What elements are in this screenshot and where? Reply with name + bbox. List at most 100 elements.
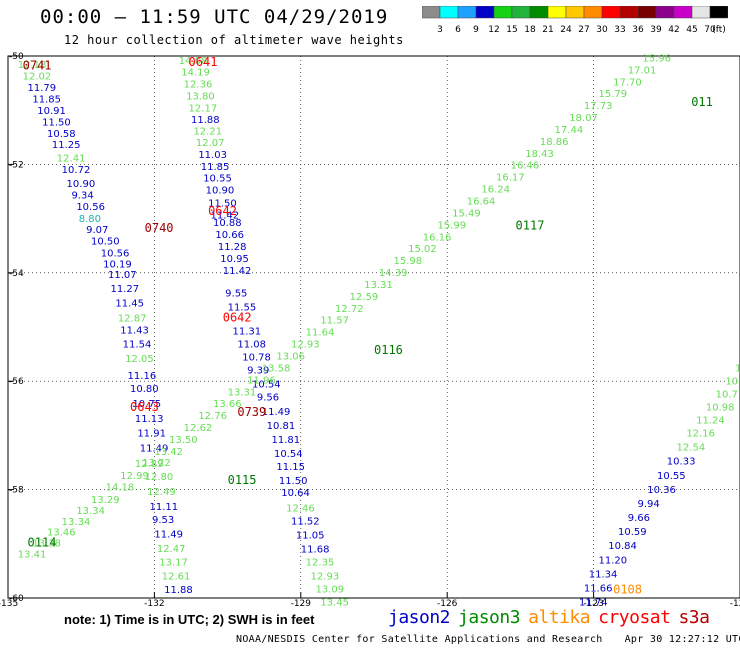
color-scale-label: 27: [578, 25, 589, 35]
wave-height-label: 12.17: [189, 103, 218, 114]
wave-height-label: 10.50: [91, 237, 120, 248]
wave-height-label: 11.13: [135, 414, 164, 425]
wave-height-label: 12.02: [23, 71, 52, 82]
wave-height-label: 10.19: [103, 259, 132, 270]
color-scale-label: 9: [473, 25, 479, 35]
color-swatch: [511, 6, 531, 19]
wave-height-label: 12.46: [286, 503, 315, 514]
wave-height-label: 12.80: [145, 472, 174, 483]
y-tick-label: -56: [9, 377, 24, 387]
color-swatch: [691, 6, 711, 19]
legend-cryosat: cryosat: [598, 607, 671, 628]
wave-height-label: 17.73: [584, 101, 613, 112]
color-swatch: [637, 6, 657, 19]
wave-height-label: 16.64: [467, 197, 496, 208]
wave-height-label: 12.76: [198, 411, 227, 422]
wave-height-label: 9.66: [628, 513, 650, 524]
color-scale-label: 12: [488, 25, 499, 35]
x-tick-label: -126: [437, 599, 458, 608]
wave-height-label: 13.42: [154, 447, 183, 458]
wave-height-label: 11.43: [120, 326, 149, 337]
wave-height-label: 15.99: [437, 220, 466, 231]
color-scale-label: 39: [650, 25, 662, 35]
wave-height-label: 13.06: [276, 352, 305, 363]
x-tick-label: -135: [0, 599, 18, 608]
color-scale-label: 42: [668, 25, 679, 35]
wave-height-label: 11.55: [228, 303, 257, 314]
wave-height-label: 15.98: [394, 256, 423, 267]
wave-height-label: 11.16: [128, 371, 157, 382]
wave-height-label: 18.43: [525, 149, 554, 160]
wave-height-label: 10: [725, 376, 738, 387]
color-swatch: [422, 6, 441, 19]
wave-height-label: 10.91: [37, 106, 66, 117]
pass-time-label: 0114: [28, 536, 57, 550]
wave-height-label: 13.58: [262, 363, 291, 374]
wave-height-label: 13.22: [142, 458, 171, 469]
color-swatch: [475, 6, 495, 19]
wave-height-label: 10.33: [667, 457, 696, 468]
color-scale-label: 33: [614, 25, 625, 35]
wave-height-label: 13.80: [186, 91, 215, 102]
wave-height-label: 14.08: [179, 56, 208, 67]
wave-height-label: 13.31: [364, 280, 393, 291]
color-scale-label: 36: [632, 25, 644, 35]
wave-height-label: 13.41: [18, 549, 47, 560]
wave-height-label: 11.50: [208, 199, 237, 210]
wave-height-label: 13.46: [47, 528, 76, 539]
wave-height-label: 14.39: [379, 268, 408, 279]
wave-height-label: 10.55: [203, 174, 232, 185]
wave-height-label: 12.35: [306, 557, 335, 568]
wave-height-label: 11.49: [154, 529, 183, 540]
wave-height-label: 11.50: [279, 476, 308, 487]
wave-height-label: 16.17: [496, 173, 525, 184]
color-swatch: [529, 6, 549, 19]
wave-height-label: 9.07: [86, 225, 108, 236]
wave-height-label: 11.50: [42, 117, 71, 128]
y-tick-label: -60: [9, 594, 24, 604]
pass-time-label: 011: [691, 95, 713, 109]
note-text: note: 1) Time is in UTC; 2) SWH is in fe…: [64, 612, 315, 627]
wave-height-label: 10.64: [281, 488, 310, 499]
wave-height-label: 11.34: [589, 569, 618, 580]
wave-height-label: 10.66: [215, 230, 244, 241]
wave-height-label: 10.81: [267, 421, 296, 432]
wave-height-label: 11.57: [320, 316, 349, 327]
wave-height-label: 12.87: [118, 314, 147, 325]
color-scale-label: 24: [560, 25, 572, 35]
wave-height-label: 14.19: [181, 68, 210, 79]
wave-height-label: 12.07: [196, 138, 225, 149]
wave-height-label: 12.05: [125, 354, 154, 365]
wave-height-label: 10.59: [618, 527, 647, 538]
pass-time-label: 0116: [374, 343, 403, 357]
wave-height-label: 11.68: [301, 544, 330, 555]
pass-time-label: 0115: [228, 473, 257, 487]
color-scale-label: 18: [524, 25, 536, 35]
wave-height-label: 11.81: [272, 435, 301, 446]
wave-height-label: 13.09: [315, 585, 344, 596]
wave-height-map: -135 -132 -129 -126 -123 -120 -50 -52 -54 -56 -58 -…: [0, 52, 740, 608]
footer-credit: NOAA/NESDIS Center for Satellite Applica…: [236, 634, 603, 645]
wave-height-label: 11.42: [211, 211, 240, 222]
wave-height-label: 11.27: [110, 284, 139, 295]
wave-height-label: 11.15: [276, 462, 305, 473]
wave-height-label: 13.38: [32, 539, 61, 550]
pass-time-label: 0641: [189, 55, 218, 69]
color-swatch: [709, 6, 728, 19]
wave-height-label: 17.01: [628, 65, 657, 76]
legend-s3a: s3a: [678, 607, 710, 628]
wave-height-label: 11.54: [123, 340, 152, 351]
wave-height-label: 10.56: [101, 249, 130, 260]
wave-height-label: 12.54: [677, 443, 706, 454]
wave-height-label: 12.93: [291, 340, 320, 351]
color-scale-label: (ft): [712, 25, 726, 35]
color-swatch: [601, 6, 621, 19]
wave-height-label: 9.34: [71, 191, 93, 202]
wave-height-label: 11.42: [223, 266, 252, 277]
wave-height-label: 16.16: [423, 232, 452, 243]
color-scale-label: 15: [506, 25, 517, 35]
wave-height-label: 13.17: [159, 557, 188, 568]
wave-height-label: 12.47: [157, 544, 186, 555]
y-tick-label: -52: [9, 160, 24, 170]
wave-height-label: 12.99: [120, 471, 149, 482]
